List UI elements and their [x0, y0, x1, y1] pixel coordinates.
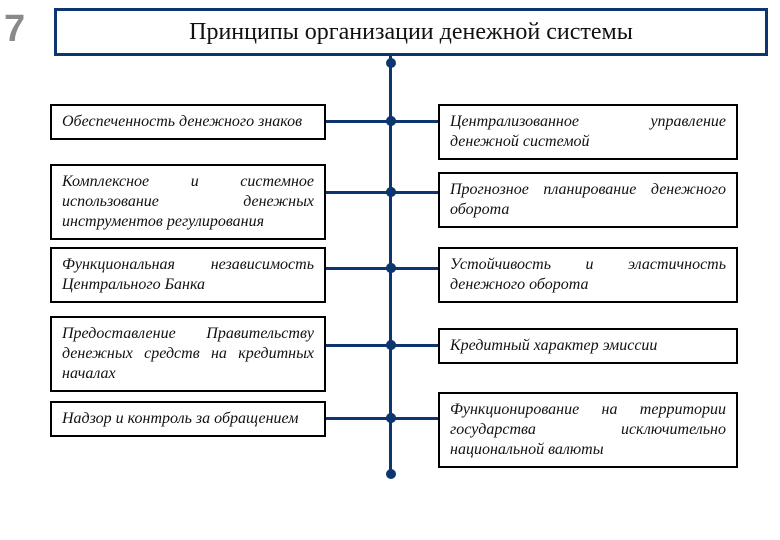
left-box-1: Комплексное и системное использование де… [50, 164, 326, 240]
right-box-text-3: Кредитный характер эмиссии [450, 336, 726, 356]
right-box-3: Кредитный характер эмиссии [438, 328, 738, 364]
left-box-4: Надзор и контроль за обращением [50, 401, 326, 437]
right-box-1: Прогнозное планирование денежного оборот… [438, 172, 738, 228]
left-branch-4 [326, 417, 390, 420]
right-box-text-0: Централизованное управление денежной сис… [450, 112, 726, 152]
left-branch-0 [326, 120, 390, 123]
spine-dot-right-0 [386, 116, 396, 126]
right-branch-2 [390, 267, 438, 270]
left-box-text-1: Комплексное и системное использование де… [62, 172, 314, 232]
page-title: Принципы организации денежной системы [189, 19, 633, 46]
left-branch-3 [326, 344, 390, 347]
left-box-2: Функциональная независимость Центральног… [50, 247, 326, 303]
slide-number: 7 [4, 8, 25, 51]
left-box-0: Обеспеченность денежного знаков [50, 104, 326, 140]
left-box-text-0: Обеспеченность денежного знаков [62, 112, 314, 132]
left-branch-1 [326, 191, 390, 194]
right-branch-0 [390, 120, 438, 123]
right-box-0: Централизованное управление денежной сис… [438, 104, 738, 160]
left-box-text-3: Предоставление Правительству денежных ср… [62, 324, 314, 384]
right-branch-4 [390, 417, 438, 420]
title-box: Принципы организации денежной системы [54, 8, 768, 56]
right-box-2: Устойчивость и эластичность денежного об… [438, 247, 738, 303]
spine-dot-right-4 [386, 413, 396, 423]
spine-dot-right-1 [386, 187, 396, 197]
spine-dot-top [386, 58, 396, 68]
right-box-text-4: Функционирование на территории государст… [450, 400, 726, 460]
right-box-text-1: Прогнозное планирование денежного оборот… [450, 180, 726, 220]
left-branch-2 [326, 267, 390, 270]
spine-dot-bottom [386, 469, 396, 479]
right-branch-1 [390, 191, 438, 194]
right-box-text-2: Устойчивость и эластичность денежного об… [450, 255, 726, 295]
right-box-4: Функционирование на территории государст… [438, 392, 738, 468]
spine-dot-right-3 [386, 340, 396, 350]
spine-dot-right-2 [386, 263, 396, 273]
left-box-text-4: Надзор и контроль за обращением [62, 409, 314, 429]
left-box-3: Предоставление Правительству денежных ср… [50, 316, 326, 392]
left-box-text-2: Функциональная независимость Центральног… [62, 255, 314, 295]
right-branch-3 [390, 344, 438, 347]
